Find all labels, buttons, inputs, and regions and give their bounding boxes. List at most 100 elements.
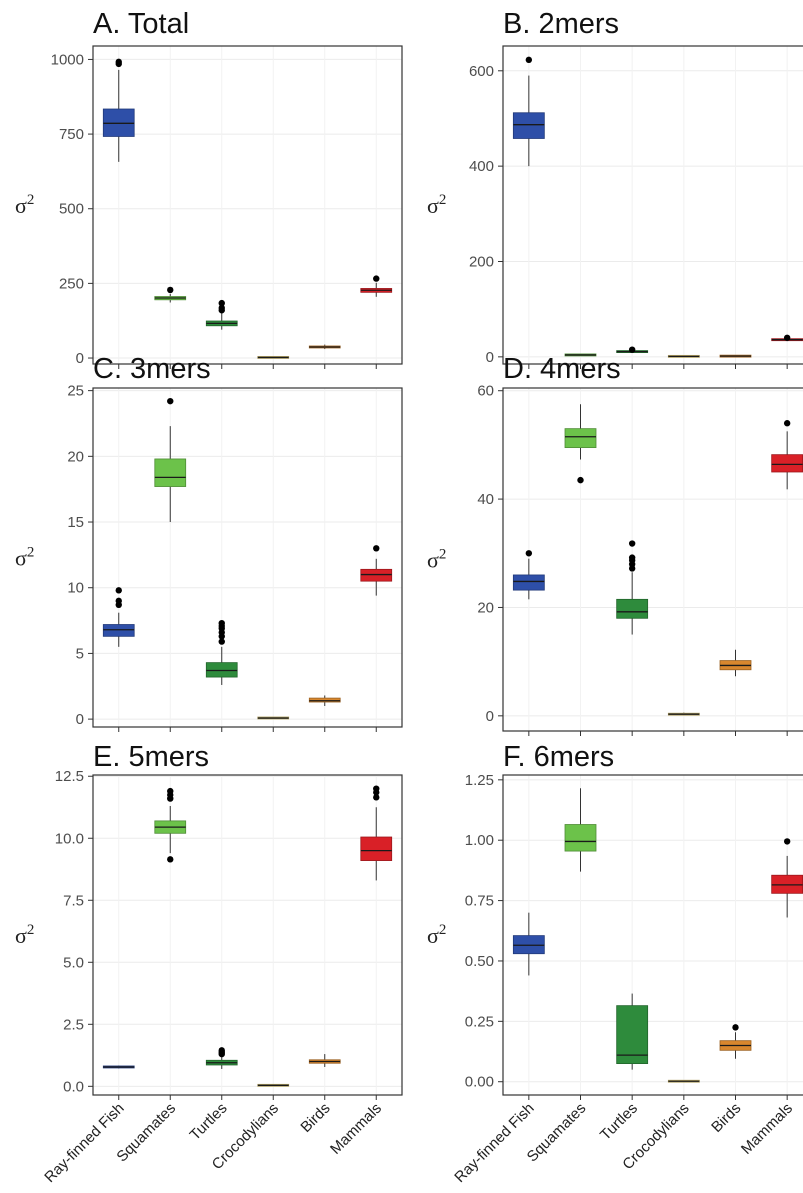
y-tick-label: 2.5 xyxy=(63,1016,84,1033)
panel-6: F. 6mers σ2 0.00 0.25 0.50 0.75 1.00 1.25 Ray-fi… xyxy=(427,741,803,1186)
y-tick-label: 12.5 xyxy=(55,768,84,785)
outlier-point xyxy=(577,476,584,484)
outlier-point xyxy=(783,838,791,845)
panel-border xyxy=(502,387,803,732)
outlier-point xyxy=(218,299,225,307)
box-squamates xyxy=(154,397,187,523)
y-tick-label: 0.25 xyxy=(465,1013,494,1030)
outlier-point xyxy=(525,56,533,64)
y-tick-label: 0 xyxy=(76,350,84,367)
panel-border xyxy=(92,387,403,728)
outlier-point xyxy=(783,420,791,427)
y-tick-label: 10.0 xyxy=(55,830,84,847)
box-mammals xyxy=(360,545,393,596)
box-iqr xyxy=(102,624,135,637)
y-tick-label: 0 xyxy=(486,349,494,366)
y-tick-label: 750 xyxy=(59,126,84,143)
y-axis-label: σ2 xyxy=(15,922,34,948)
box-crocodylians xyxy=(667,354,700,358)
y-tick-label: 15 xyxy=(67,514,84,531)
box-birds xyxy=(308,695,341,706)
y-axis-label: σ2 xyxy=(427,192,446,218)
y-tick-label: 500 xyxy=(59,201,84,218)
box-mammals xyxy=(771,420,803,490)
outlier-point xyxy=(628,346,636,353)
x-category-label: Turtles xyxy=(597,1100,641,1144)
box-iqr xyxy=(564,428,597,449)
box-mammals xyxy=(771,334,803,342)
y-tick-label: 20 xyxy=(67,448,84,465)
box-ray-finned-fish xyxy=(512,550,545,600)
outlier-point xyxy=(167,397,174,405)
box-turtles xyxy=(616,540,649,635)
box-iqr xyxy=(308,697,341,703)
box-iqr xyxy=(771,454,803,473)
y-axis-label: σ2 xyxy=(15,192,34,218)
outlier-point xyxy=(218,619,225,627)
panel-border xyxy=(92,45,403,365)
box-iqr xyxy=(512,574,545,591)
y-tick-label: 10 xyxy=(67,580,84,597)
outlier-point xyxy=(115,587,122,594)
panel-title: A. Total xyxy=(93,8,189,40)
y-tick-label: 0.50 xyxy=(465,953,494,970)
y-tick-label: 0 xyxy=(486,708,494,725)
outlier-point xyxy=(628,540,636,547)
y-tick-label: 5.0 xyxy=(63,954,84,971)
box-crocodylians xyxy=(667,1079,700,1083)
panel-2: B. 2mers σ2 0 200 400 600 xyxy=(427,8,803,369)
outlier-point xyxy=(628,554,636,561)
y-tick-label: 250 xyxy=(59,275,84,292)
box-turtles xyxy=(616,993,649,1070)
box-squamates xyxy=(564,404,597,484)
panel-1: A. Total σ2 0 250 500 750 1000 xyxy=(15,8,403,369)
outlier-point xyxy=(783,334,791,341)
box-iqr xyxy=(154,458,187,487)
y-tick-label: 0.00 xyxy=(465,1074,494,1091)
y-tick-label: 1000 xyxy=(51,51,84,68)
box-birds xyxy=(308,1054,341,1067)
panel-title: F. 6mers xyxy=(503,741,614,773)
panel-5: E. 5mers σ2 0.0 2.5 5.0 7.5 10.0 12.5 Ray-finned… xyxy=(15,741,403,1186)
outlier-point xyxy=(373,275,380,282)
box-mammals xyxy=(360,275,393,297)
x-category-label: Birds xyxy=(708,1100,744,1136)
y-tick-label: 5 xyxy=(76,645,84,662)
box-squamates xyxy=(564,353,597,357)
y-axis-label: σ2 xyxy=(15,545,34,571)
box-squamates xyxy=(154,787,187,863)
box-iqr xyxy=(616,1005,649,1065)
y-tick-label: 60 xyxy=(477,383,494,400)
x-category-label: Ray-finned Fish xyxy=(41,1100,127,1186)
y-tick-label: 600 xyxy=(469,63,494,80)
box-ray-finned-fish xyxy=(512,56,545,167)
box-mammals xyxy=(771,838,803,918)
box-turtles xyxy=(205,1047,238,1069)
y-tick-label: 400 xyxy=(469,158,494,175)
box-iqr xyxy=(616,598,649,619)
outlier-point xyxy=(525,550,533,557)
box-mammals xyxy=(360,785,393,881)
y-tick-label: 0.75 xyxy=(465,893,494,910)
panel-border xyxy=(502,45,803,365)
y-tick-label: 7.5 xyxy=(63,892,84,909)
panel-title: B. 2mers xyxy=(503,8,619,40)
box-birds xyxy=(719,649,752,677)
box-crocodylians xyxy=(257,356,290,359)
box-iqr xyxy=(205,662,238,678)
outlier-point xyxy=(218,638,225,645)
outlier-point xyxy=(115,597,122,605)
y-axis-label: σ2 xyxy=(427,547,446,573)
outlier-point xyxy=(732,1024,739,1031)
outlier-point xyxy=(373,794,380,801)
y-tick-label: 20 xyxy=(477,599,494,616)
panel-4: D. 4mers σ2 0 20 40 60 xyxy=(427,353,803,736)
box-birds xyxy=(719,1024,752,1059)
box-birds xyxy=(719,354,752,358)
outlier-point xyxy=(218,1047,225,1054)
y-tick-label: 1.00 xyxy=(465,832,494,849)
outlier-point xyxy=(218,304,225,312)
outlier-point xyxy=(167,286,174,294)
box-squamates xyxy=(564,788,597,872)
